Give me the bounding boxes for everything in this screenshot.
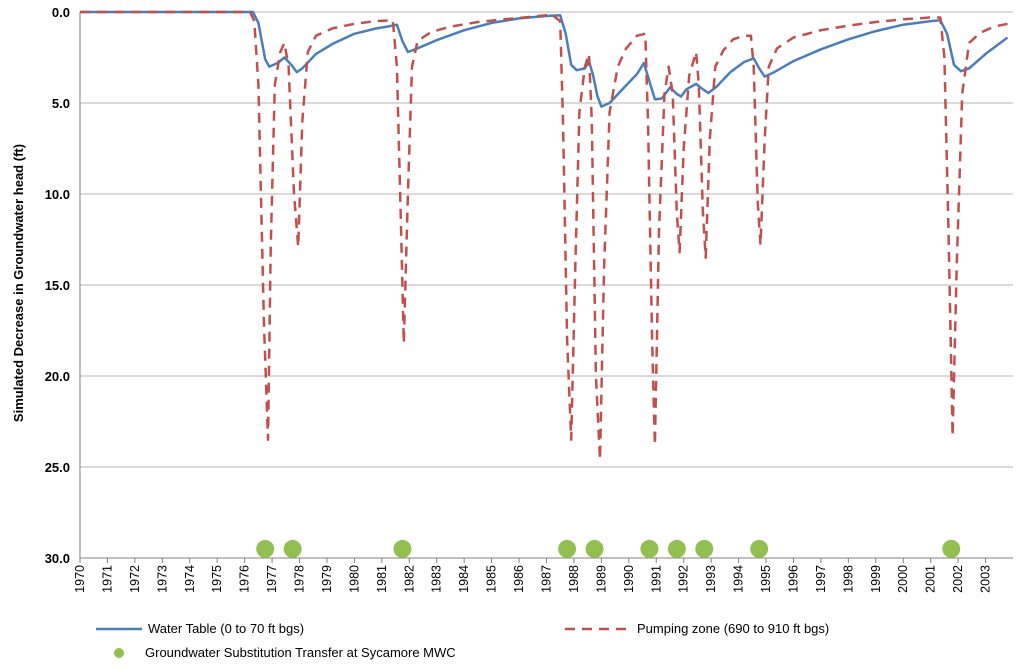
x-tick-label: 2003 — [979, 565, 993, 593]
transfer-point — [283, 539, 302, 558]
x-tick-label: 1997 — [814, 565, 828, 593]
transfer-point — [256, 539, 275, 558]
transfer-point — [558, 539, 577, 558]
x-tick-label: 1984 — [457, 565, 471, 593]
x-tick-label: 1988 — [567, 565, 581, 593]
x-tick-label: 1995 — [759, 565, 773, 593]
transfer-point — [695, 539, 714, 558]
y-tick-label: 5.0 — [52, 96, 70, 111]
series-layer — [80, 10, 1009, 461]
transfer-swatch — [114, 647, 124, 658]
axes — [79, 12, 1013, 559]
legend-label-pumping-zone: Pumping zone (690 to 910 ft bgs) — [637, 621, 830, 636]
x-tick-label: 1976 — [238, 565, 252, 593]
x-tick-label: 2000 — [896, 565, 910, 593]
transfer-point — [640, 539, 659, 558]
x-tick-label: 1982 — [402, 565, 416, 593]
x-tick-label: 1978 — [293, 565, 307, 593]
x-tick-label: 1990 — [622, 565, 636, 593]
legend-item-pumping-zone: Pumping zone (690 to 910 ft bgs) — [565, 621, 829, 636]
x-tick-label: 2001 — [924, 565, 938, 593]
x-tick-label: 1991 — [649, 565, 663, 593]
x-tick-label: 2002 — [951, 565, 965, 593]
y-axis-label: Simulated Decrease in Groundwater head (… — [11, 144, 26, 422]
series-line-pumping-zone — [80, 10, 1008, 461]
x-tick-label: 1992 — [677, 565, 691, 593]
x-tick-label: 1971 — [100, 565, 114, 593]
legend-label-water-table: Water Table (0 to 70 ft bgs) — [148, 621, 305, 636]
x-tick-label: 1999 — [869, 565, 883, 593]
y-axis-ticks: 0.0 5.0 10.0 15.0 20.0 25.0 30.0 — [45, 5, 70, 566]
x-tick-label: 1985 — [485, 565, 499, 593]
water-table-swatch — [96, 627, 142, 630]
y-tick-label: 15.0 — [45, 278, 70, 293]
legend-label-transfer: Groundwater Substitution Transfer at Syc… — [145, 645, 456, 660]
x-tick-label: 1987 — [540, 565, 554, 593]
x-tick-label: 1993 — [704, 565, 718, 593]
x-tick-label: 1977 — [265, 565, 279, 593]
transfer-point — [667, 539, 686, 558]
x-tick-label: 1970 — [73, 565, 87, 593]
x-tick-label: 1974 — [183, 565, 197, 593]
legend-item-transfer: Groundwater Substitution Transfer at Syc… — [113, 645, 456, 660]
x-tick-label: 1983 — [430, 565, 444, 593]
x-tick-label: 1981 — [375, 565, 389, 593]
x-tick-label: 1972 — [128, 565, 142, 593]
transfer-point — [393, 539, 412, 558]
x-tick-label: 1980 — [347, 565, 361, 593]
legend-item-water-table: Water Table (0 to 70 ft bgs) — [96, 621, 304, 636]
transfer-point — [585, 539, 604, 558]
transfer-points — [256, 539, 961, 558]
x-tick-label: 1986 — [512, 565, 526, 593]
series-line-water-table — [80, 10, 1009, 108]
x-tick-label: 1998 — [841, 565, 855, 593]
x-tick-label: 1994 — [732, 565, 746, 593]
y-tick-label: 30.0 — [45, 551, 70, 566]
transfer-point — [750, 539, 769, 558]
x-tick-label: 1975 — [210, 565, 224, 593]
gridlines — [80, 11, 1013, 559]
x-tick-label: 1989 — [594, 565, 608, 593]
y-tick-label: 10.0 — [45, 187, 70, 202]
pumping-zone-swatch — [565, 627, 631, 630]
x-axis-ticks: 1970 1971 1972 1973 1974 1975 1976 1977 1978 1979… — [73, 558, 993, 593]
x-tick-label: 1996 — [786, 565, 800, 593]
x-tick-label: 1979 — [320, 565, 334, 593]
transfer-point — [942, 539, 961, 558]
y-tick-label: 25.0 — [45, 460, 70, 475]
y-tick-label: 20.0 — [45, 369, 70, 384]
y-tick-label: 0.0 — [52, 5, 70, 20]
x-tick-label: 1973 — [155, 565, 169, 593]
